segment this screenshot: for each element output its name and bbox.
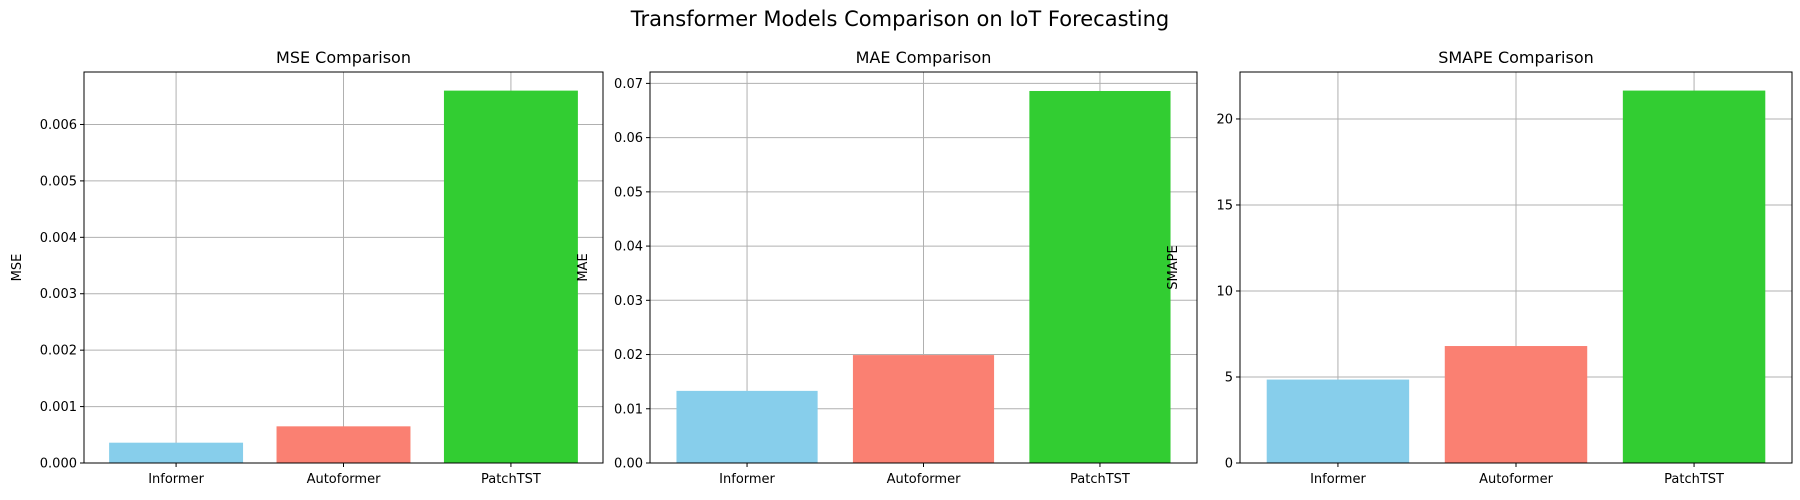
x-tick-label: PatchTST xyxy=(1664,472,1724,487)
chart-title: MAE Comparison xyxy=(856,48,992,67)
y-axis-label: SMAPE xyxy=(1166,245,1181,289)
chart-panel-2: 0.00 0.01 0.02 0.03 0.04 0.05 0.06 0.07 Informer… xyxy=(576,48,1198,487)
y-tick-label: 15 xyxy=(1216,198,1233,213)
y-axis-label: MSE xyxy=(10,254,25,282)
y-tick-label: 0.003 xyxy=(40,287,77,302)
bar-autoformer xyxy=(276,426,411,463)
y-tick-label: 0.004 xyxy=(40,231,77,246)
y-tick-label: 0.00 xyxy=(614,457,643,472)
bar-informer xyxy=(109,442,244,463)
bar-patchtst xyxy=(1622,90,1766,463)
y-axis-label: MAE xyxy=(576,253,591,281)
y-tick-label: 0.04 xyxy=(614,240,643,255)
x-tick-label: PatchTST xyxy=(1070,472,1130,487)
chart-panel-1: 0.000 0.001 0.002 0.003 0.004 0.005 0.006 Infor… xyxy=(10,48,604,487)
x-tick-label: Informer xyxy=(1310,472,1366,487)
figure-title: Transformer Models Comparison on IoT For… xyxy=(630,7,1169,31)
y-tick-label: 0.07 xyxy=(614,77,643,92)
bar-informer xyxy=(676,390,818,463)
y-tick-label: 0.06 xyxy=(614,131,643,146)
charts-container: 0.0000.0010.0020.0030.0040.0050.006Infor… xyxy=(10,48,1793,487)
bar-patchtst xyxy=(1029,90,1171,463)
x-tick-label: Autoformer xyxy=(307,472,381,487)
bar-informer xyxy=(1266,379,1410,463)
x-tick-label: Informer xyxy=(719,472,775,487)
y-tick-label: 10 xyxy=(1216,284,1233,299)
y-tick-label: 0.006 xyxy=(40,118,77,133)
y-tick-label: 0.000 xyxy=(40,457,77,472)
bar-autoformer xyxy=(852,355,995,463)
x-tick-label: Autoformer xyxy=(887,472,961,487)
y-tick-label: 5 xyxy=(1225,370,1233,385)
bar-autoformer xyxy=(1444,346,1588,463)
chart-title: MSE Comparison xyxy=(276,48,411,67)
y-tick-label: 0.005 xyxy=(40,174,77,189)
chart-panel-3: 0 5 10 15 20 Informer Autoformer PatchTST SMAPE … xyxy=(1166,48,1793,487)
y-tick-label: 0.001 xyxy=(40,400,77,415)
bar-patchtst xyxy=(443,90,578,463)
chart-title: SMAPE Comparison xyxy=(1438,48,1594,67)
y-tick-label: 0.05 xyxy=(614,185,643,200)
x-tick-label: Autoformer xyxy=(1479,472,1553,487)
y-tick-label: 0.02 xyxy=(614,348,643,363)
y-tick-label: 0.01 xyxy=(614,402,643,417)
y-tick-label: 20 xyxy=(1216,112,1233,127)
y-tick-label: 0 xyxy=(1225,457,1233,472)
x-tick-label: PatchTST xyxy=(481,472,541,487)
x-tick-label: Informer xyxy=(148,472,204,487)
y-tick-label: 0.03 xyxy=(614,294,643,309)
y-tick-label: 0.002 xyxy=(40,344,77,359)
